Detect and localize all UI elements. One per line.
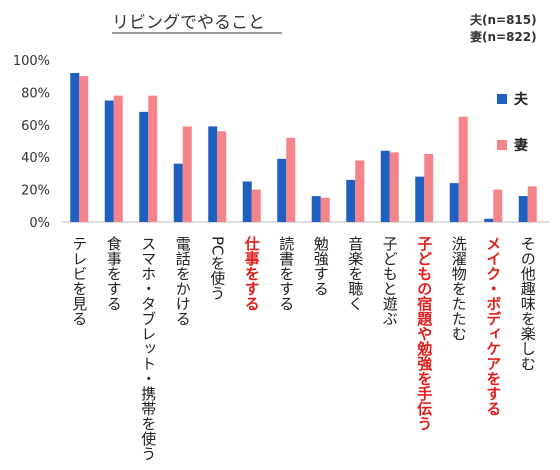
category-label: 子どもと遊ぶ (381, 236, 399, 326)
bar-wife (182, 126, 192, 222)
category-label: 電話をかける (174, 236, 192, 326)
bars (70, 72, 537, 223)
category-label: 読書をする (277, 236, 295, 311)
bar-wife (389, 152, 399, 222)
y-tick-label: 0% (29, 216, 50, 231)
legend-label-wife: 妻 (514, 137, 528, 154)
category-label: 子どもの宿題や勉強を手伝う (415, 236, 433, 431)
bar-husband (139, 111, 149, 222)
bar-husband (277, 158, 287, 222)
y-tick-label: 100% (13, 54, 50, 69)
category-label: 仕事をする (243, 235, 261, 311)
bar-husband (484, 218, 494, 222)
legend-swatch-wife (497, 140, 507, 150)
sample-size-wife: 妻(n=822) (470, 29, 537, 44)
bar-husband (311, 196, 321, 222)
bar-wife (148, 95, 158, 222)
category-label: スマホ・タブレット・携帯を使う (139, 236, 157, 461)
category-label: メイク・ボディケアをする (484, 236, 502, 416)
sample-size-husband: 夫(n=815) (469, 12, 537, 27)
category-label: 洗濯物をたたむ (450, 236, 468, 341)
bar-husband (70, 72, 80, 223)
bar-wife (424, 153, 434, 222)
bar-wife (527, 186, 537, 222)
bar-wife (217, 131, 227, 222)
bar-husband (518, 196, 528, 222)
category-label: 食事をする (105, 236, 123, 311)
bar-wife (355, 160, 365, 222)
bar-husband (104, 100, 114, 222)
sample-sizes: 夫(n=815) 妻(n=822) (469, 12, 537, 44)
category-label: その他趣味を楽しむ (519, 236, 537, 371)
category-label: テレビを見る (70, 236, 88, 326)
bar-wife (286, 137, 296, 222)
legend-swatch-husband (497, 94, 507, 104)
y-tick-label: 40% (21, 151, 50, 166)
bar-husband (415, 176, 425, 222)
bar-husband (449, 183, 459, 222)
category-labels: テレビを見る 食事をする スマホ・タブレット・携帯を使う 電話をかける PCを使う 仕事を… (70, 235, 537, 461)
bar-wife (113, 95, 123, 222)
bar-husband (380, 150, 390, 222)
legend: 夫妻 (497, 91, 529, 154)
bar-wife (493, 189, 503, 222)
legend-label-husband: 夫 (514, 91, 529, 108)
category-label: 勉強する (312, 236, 330, 296)
bar-wife (458, 116, 468, 222)
chart-title: リビングでやること (112, 13, 265, 33)
y-tick-label: 20% (21, 184, 50, 199)
y-tick-label: 60% (21, 119, 50, 134)
bar-husband (173, 163, 183, 222)
y-tick-label: 80% (21, 86, 50, 101)
bar-wife (79, 76, 89, 222)
bar-husband (346, 179, 356, 222)
bar-husband (242, 181, 252, 222)
bar-wife (251, 189, 261, 222)
category-label: PCを使う (208, 236, 226, 301)
bar-wife (320, 197, 330, 222)
category-label: 音楽を聴く (346, 236, 364, 311)
bar-husband (208, 126, 218, 222)
